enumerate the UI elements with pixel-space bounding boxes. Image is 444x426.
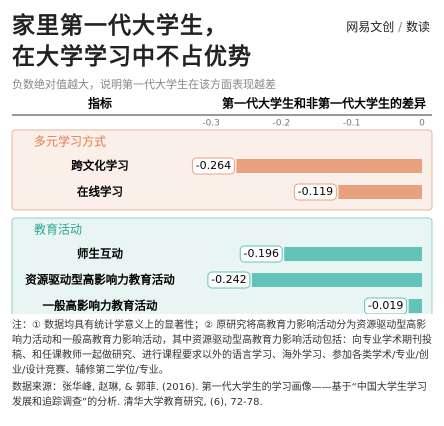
logo-sep: / xyxy=(398,20,406,34)
logo-text: 网易文创 xyxy=(346,20,395,34)
notes: 注：① 数据均具有统计学意义上的显著性；② 原研究将高教育力影响活动分为资源驱动… xyxy=(12,320,432,376)
group-panel xyxy=(11,217,433,314)
x-tick-label: -0.2 xyxy=(273,119,291,129)
title-line: 家里第一代大学生， xyxy=(12,13,228,39)
category-label: 资源驱动型高影响力教育活动 xyxy=(25,273,175,287)
category-header: 指标 xyxy=(88,96,112,111)
value-box xyxy=(293,183,337,201)
value-label: -0.264 xyxy=(196,159,231,172)
category-label: 跨文化学习 xyxy=(71,159,129,173)
group-label: 教育活动 xyxy=(34,222,82,237)
bar xyxy=(251,273,422,287)
bar xyxy=(408,299,422,313)
category-label: 在线学习 xyxy=(77,185,123,199)
category-label: 师生互动 xyxy=(77,247,123,261)
title-line: 在大学学习中不占优势 xyxy=(12,44,252,70)
subtitle: 负数绝对值越大，说明第一代大学生在该方面表现越差 xyxy=(12,78,276,91)
value-header: 第一代大学生和非第一代大学生的差异 xyxy=(222,96,426,111)
value-box xyxy=(191,157,235,175)
x-tick-label: -0.3 xyxy=(202,119,220,129)
value-box xyxy=(239,245,283,263)
value-label: -0.242 xyxy=(211,273,246,286)
chart: 指标 第一代大学生和非第一代大学生的差异-0.3 -0.2 -0.1 0 多元学习方式跨文… xyxy=(11,96,433,314)
source: 数据来源：张华峰, 赵琳, & 郭菲. (2016). 第一代大学生的学习画像—… xyxy=(12,382,427,408)
bar xyxy=(338,185,422,199)
value-label: -0.019 xyxy=(368,299,403,312)
x-tick-label: 0 xyxy=(419,119,425,129)
bar xyxy=(284,247,422,261)
value-box xyxy=(364,297,408,314)
value-label: -0.119 xyxy=(298,185,333,198)
group-label: 多元学习方式 xyxy=(34,134,106,149)
bar xyxy=(236,159,422,173)
logo-text: 数读 xyxy=(405,20,430,34)
value-label: -0.196 xyxy=(243,247,278,260)
x-tick-label: -0.1 xyxy=(343,119,361,129)
logo: 网易文创 / 数读 xyxy=(346,18,430,35)
category-label: 一般高影响力教育活动 xyxy=(43,299,158,313)
value-box xyxy=(207,271,251,289)
